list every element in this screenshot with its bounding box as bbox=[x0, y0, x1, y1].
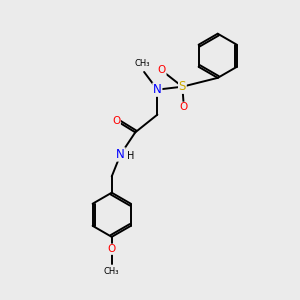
Text: N: N bbox=[153, 83, 162, 96]
Text: S: S bbox=[179, 80, 186, 93]
Text: O: O bbox=[112, 116, 120, 126]
Text: O: O bbox=[158, 65, 166, 76]
Text: N: N bbox=[116, 148, 125, 161]
Text: O: O bbox=[108, 244, 116, 254]
Text: O: O bbox=[180, 102, 188, 112]
Text: CH₃: CH₃ bbox=[104, 268, 119, 277]
Text: CH₃: CH₃ bbox=[135, 59, 150, 68]
Text: H: H bbox=[127, 151, 134, 161]
